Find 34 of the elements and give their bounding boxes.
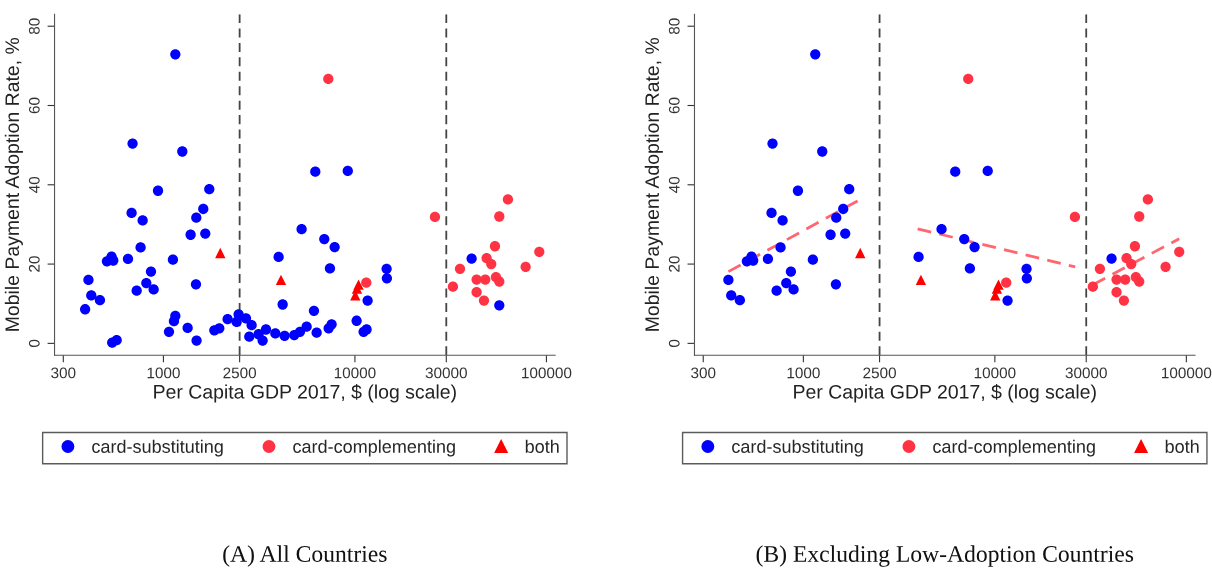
x-tick-label: 1000	[147, 367, 180, 379]
y-tick-label: 0	[28, 339, 40, 348]
legend-label: card-complementing	[933, 439, 1095, 457]
legend-label: card-complementing	[293, 439, 455, 457]
x-tick-label: 2500	[223, 367, 257, 379]
y-axis-title: Mobile Payment Adoption Rate, %	[644, 37, 663, 331]
y-tick-label: 40	[668, 176, 680, 193]
y-tick-label: 20	[668, 256, 680, 272]
x-tick-label: 10000	[974, 367, 1016, 379]
legend-label: card-substituting	[92, 439, 223, 457]
y-tick-label: 20	[28, 256, 40, 272]
y-tick-label: 60	[668, 97, 680, 114]
y-tick-label: 80	[668, 18, 680, 35]
legend-label: both	[525, 439, 559, 453]
x-tick-label: 300	[691, 367, 716, 379]
legend-label: both	[1165, 439, 1199, 453]
y-tick-label: 0	[668, 339, 680, 348]
x-tick-label: 2500	[863, 367, 896, 379]
text: (A) All Countries	[223, 545, 387, 567]
y-tick-label: 40	[28, 176, 40, 193]
x-tick-label: 300	[51, 367, 76, 379]
y-axis-title: Mobile Payment Adoption Rate, %	[4, 37, 23, 331]
y-tick-label: 80	[28, 18, 40, 35]
x-tick-label: 100000	[1162, 367, 1212, 379]
x-tick-label: 30000	[1065, 367, 1107, 379]
x-axis-title: Per Capita GDP 2017, $ (log scale)	[154, 384, 456, 403]
legend-label: card-substituting	[732, 439, 863, 457]
x-tick-label: 10000	[334, 367, 376, 379]
y-tick-label: 60	[28, 97, 40, 114]
text: (B) Excluding Low-Adoption Countries	[756, 545, 1134, 567]
x-axis-title: Per Capita GDP 2017, $ (log scale)	[794, 384, 1096, 403]
x-tick-label: 1000	[787, 367, 820, 379]
x-tick-label: 100000	[522, 367, 572, 379]
x-tick-label: 30000	[425, 367, 467, 379]
